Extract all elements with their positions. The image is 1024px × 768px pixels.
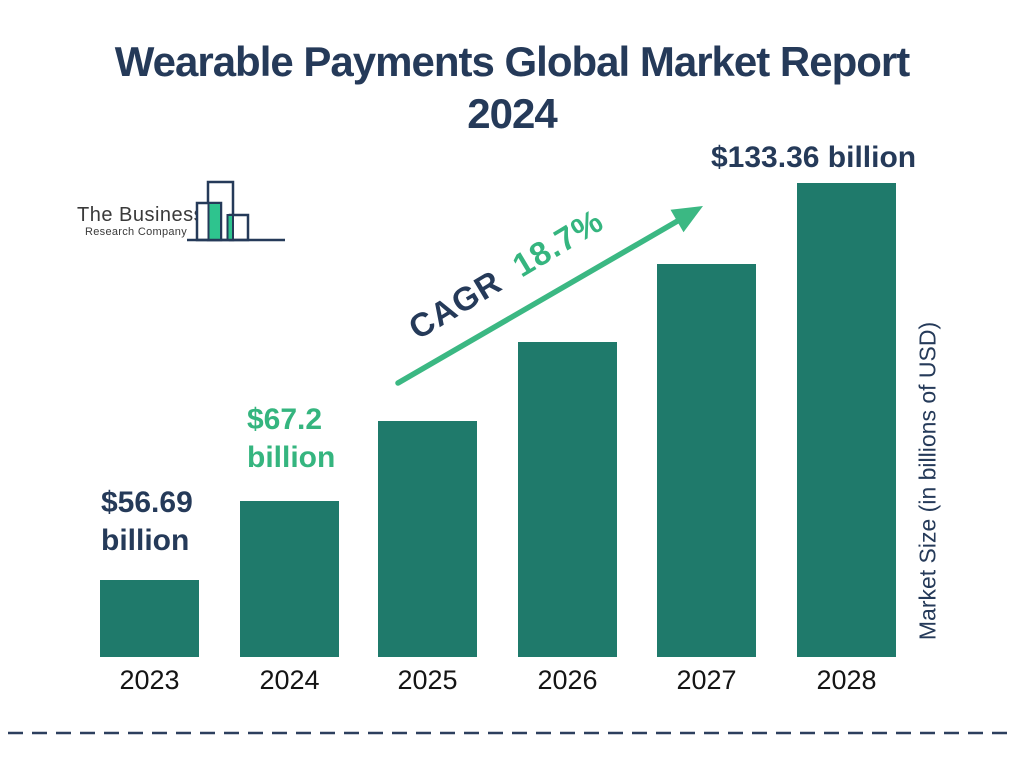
value-label-2024: $67.2 billion xyxy=(247,401,335,477)
value-label-2023: $56.69 billion xyxy=(101,484,193,560)
cagr-value: 18.7% xyxy=(506,201,610,285)
bar-2028 xyxy=(797,183,896,657)
value-label-2028: $133.36 billion xyxy=(711,139,916,177)
y-axis-title: Market Size (in billions of USD) xyxy=(914,321,941,641)
value-label-2024-amount: $67.2 xyxy=(247,403,323,436)
bar-2026 xyxy=(518,342,617,657)
x-tick-2025: 2025 xyxy=(397,665,458,695)
growth-arrow-head xyxy=(670,206,703,233)
x-tick-2027: 2027 xyxy=(676,665,737,695)
value-label-2028-amount: $133.36 billion xyxy=(711,141,917,174)
page-title: Wearable Payments Global Market Report 2… xyxy=(0,36,1024,140)
value-label-2024-unit: billion xyxy=(247,441,336,474)
x-tick-2024: 2024 xyxy=(259,665,320,695)
bar-2023 xyxy=(100,580,199,657)
logo-bar-chart-icon xyxy=(187,180,285,242)
x-tick-2026: 2026 xyxy=(537,665,598,695)
logo-name-text: The Business xyxy=(77,204,205,226)
x-tick-2023: 2023 xyxy=(119,665,180,695)
bar-2024 xyxy=(240,501,339,657)
cagr-annotation: CAGR18.7% xyxy=(402,202,610,348)
cagr-label: CAGR xyxy=(402,262,508,347)
page-title-line1: Wearable Payments Global Market Report xyxy=(114,38,911,85)
value-label-2023-amount: $56.69 xyxy=(101,486,193,519)
logo-subname-text: Research Company xyxy=(85,226,188,238)
value-label-2023-unit: billion xyxy=(101,524,190,557)
page-title-line2: 2024 xyxy=(467,90,557,137)
bar-2027 xyxy=(657,264,756,657)
x-tick-2028: 2028 xyxy=(816,665,877,695)
bar-2025 xyxy=(378,421,477,657)
